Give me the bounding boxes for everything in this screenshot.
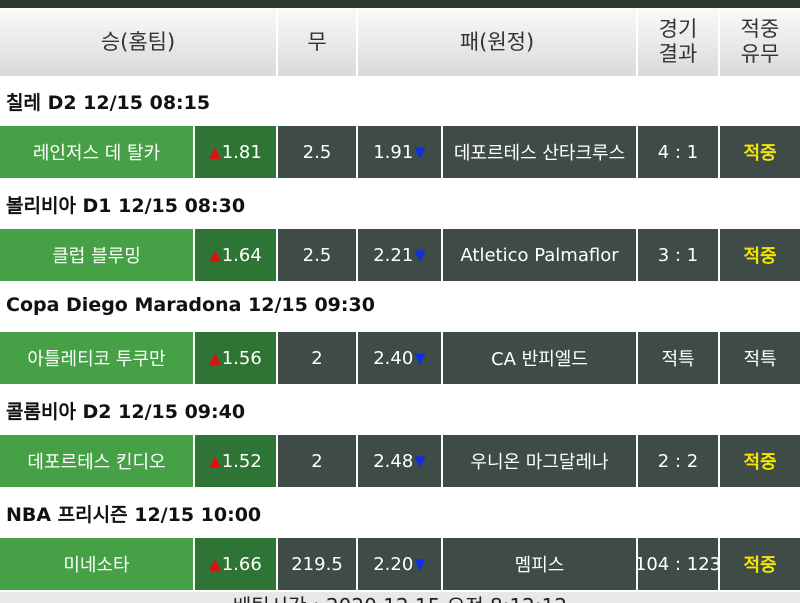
away-team: CA 반피엘드 [443, 332, 636, 384]
up-arrow: ▲ [209, 555, 221, 573]
down-arrow: ▼ [414, 246, 426, 264]
league-title: 볼리비아 D1 12/15 08:30 [6, 195, 246, 217]
odds-value: 1.81 [221, 141, 262, 163]
footer: 베팅시간 : 2020.12.15 오전 8:12:12 [0, 592, 800, 603]
home-team: 미네소타 [0, 538, 193, 590]
home-odds: ▲ 1.81 [195, 126, 276, 178]
home-team: 레인저스 데 탈카 [0, 126, 193, 178]
draw-odds: 2.5 [278, 229, 356, 281]
home-team: 아틀레티코 투쿠만 [0, 332, 193, 384]
up-arrow: ▲ [209, 143, 221, 161]
odds-value: 1.66 [221, 553, 262, 575]
home-team: 클럽 블루밍 [0, 229, 193, 281]
home-odds: ▲ 1.64 [195, 229, 276, 281]
odds-value: 2.40 [373, 347, 414, 369]
away-odds: 2.20 ▼ [358, 538, 441, 590]
down-arrow: ▼ [414, 452, 426, 470]
match-result: 3 : 1 [638, 229, 718, 281]
down-arrow: ▼ [414, 555, 426, 573]
up-arrow: ▲ [209, 452, 221, 470]
away-odds: 2.21 ▼ [358, 229, 441, 281]
odds-value: 1.91 [373, 141, 414, 163]
draw-odds: 2.5 [278, 126, 356, 178]
home-team: 데포르테스 킨디오 [0, 435, 193, 487]
header-hit: 적중 유무 [720, 8, 800, 76]
odds-value: 2.21 [373, 244, 414, 266]
home-odds: ▲ 1.52 [195, 435, 276, 487]
away-odds: 2.48 ▼ [358, 435, 441, 487]
header-away: 패(원정) [358, 8, 636, 76]
league-title: NBA 프리시즌 12/15 10:00 [6, 504, 262, 526]
hit-status: 적중 [720, 435, 800, 487]
league-title: 칠레 D2 12/15 08:15 [6, 92, 211, 114]
odds-value: 2.48 [373, 450, 414, 472]
betting-time: 베팅시간 : 2020.12.15 오전 8:12:12 [0, 592, 800, 603]
up-arrow: ▲ [209, 349, 221, 367]
league-title: 콜롬비아 D2 12/15 09:40 [6, 401, 246, 423]
down-arrow: ▼ [414, 143, 426, 161]
header-line: 적중 [740, 17, 780, 41]
header-home: 승(홈팀) [0, 8, 276, 76]
hit-status: 적특 [720, 332, 800, 384]
odds-value: 1.56 [221, 347, 262, 369]
away-team: 데포르테스 산타크루스 [443, 126, 636, 178]
header-line: 경기 [658, 17, 698, 41]
header-line: 유무 [740, 42, 780, 66]
league-title: Copa Diego Maradona 12/15 09:30 [6, 294, 375, 316]
match-result: 적특 [638, 332, 718, 384]
up-arrow: ▲ [209, 246, 221, 264]
match-result: 2 : 2 [638, 435, 718, 487]
odds-value: 1.52 [221, 450, 262, 472]
away-odds: 1.91 ▼ [358, 126, 441, 178]
away-odds: 2.40 ▼ [358, 332, 441, 384]
away-team: 멤피스 [443, 538, 636, 590]
match-result: 4 : 1 [638, 126, 718, 178]
home-odds: ▲ 1.66 [195, 538, 276, 590]
header-draw: 무 [278, 8, 356, 76]
odds-value: 2.20 [373, 553, 414, 575]
top-bar [0, 0, 800, 8]
home-odds: ▲ 1.56 [195, 332, 276, 384]
header-result: 경기 결과 [638, 8, 718, 76]
away-team: 우니온 마그달레나 [443, 435, 636, 487]
away-team: Atletico Palmaflor [443, 229, 636, 281]
odds-value: 1.64 [221, 244, 262, 266]
draw-odds: 2 [278, 332, 356, 384]
draw-odds: 219.5 [278, 538, 356, 590]
down-arrow: ▼ [414, 349, 426, 367]
hit-status: 적중 [720, 229, 800, 281]
hit-status: 적중 [720, 126, 800, 178]
draw-odds: 2 [278, 435, 356, 487]
hit-status: 적중 [720, 538, 800, 590]
match-result: 104 : 123 [638, 538, 718, 590]
header-line: 결과 [658, 42, 698, 66]
